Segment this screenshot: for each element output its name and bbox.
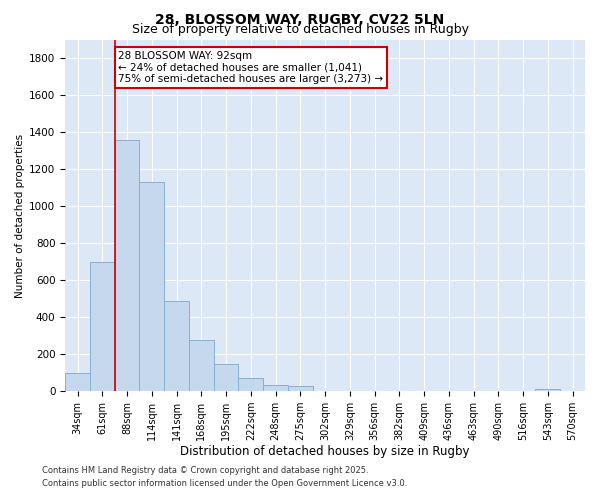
Bar — [263, 384, 288, 391]
Text: Contains HM Land Registry data © Crown copyright and database right 2025.
Contai: Contains HM Land Registry data © Crown c… — [42, 466, 407, 487]
Bar — [115, 140, 139, 391]
Y-axis label: Number of detached properties: Number of detached properties — [15, 134, 25, 298]
Bar — [139, 182, 164, 391]
Bar — [164, 300, 189, 391]
Bar — [238, 378, 263, 391]
Bar — [288, 386, 313, 391]
Text: Size of property relative to detached houses in Rugby: Size of property relative to detached ho… — [131, 22, 469, 36]
Bar — [189, 340, 214, 391]
Bar — [65, 372, 90, 391]
Text: 28 BLOSSOM WAY: 92sqm
← 24% of detached houses are smaller (1,041)
75% of semi-d: 28 BLOSSOM WAY: 92sqm ← 24% of detached … — [118, 51, 383, 84]
Bar — [90, 262, 115, 391]
Bar — [214, 364, 238, 391]
Bar — [535, 390, 560, 391]
Text: 28, BLOSSOM WAY, RUGBY, CV22 5LN: 28, BLOSSOM WAY, RUGBY, CV22 5LN — [155, 12, 445, 26]
X-axis label: Distribution of detached houses by size in Rugby: Distribution of detached houses by size … — [181, 444, 470, 458]
